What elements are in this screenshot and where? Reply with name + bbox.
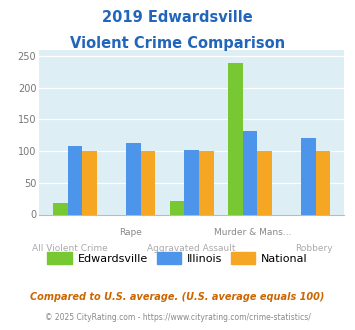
Text: All Violent Crime: All Violent Crime xyxy=(32,244,108,253)
Text: Robbery: Robbery xyxy=(295,244,333,253)
Bar xyxy=(199,151,214,214)
Text: Murder & Mans...: Murder & Mans... xyxy=(214,228,291,237)
Bar xyxy=(301,138,316,214)
Text: Aggravated Assault: Aggravated Assault xyxy=(147,244,236,253)
Bar xyxy=(141,151,155,214)
Bar xyxy=(170,201,184,214)
Text: Violent Crime Comparison: Violent Crime Comparison xyxy=(70,36,285,51)
Bar xyxy=(257,151,272,214)
Bar xyxy=(184,150,199,214)
Text: Rape: Rape xyxy=(119,228,142,237)
Bar xyxy=(53,203,67,214)
Bar xyxy=(82,151,97,214)
Bar xyxy=(243,131,257,214)
Bar xyxy=(228,63,243,214)
Legend: Edwardsville, Illinois, National: Edwardsville, Illinois, National xyxy=(43,248,312,268)
Bar xyxy=(316,151,331,214)
Text: Compared to U.S. average. (U.S. average equals 100): Compared to U.S. average. (U.S. average … xyxy=(30,292,325,302)
Text: © 2025 CityRating.com - https://www.cityrating.com/crime-statistics/: © 2025 CityRating.com - https://www.city… xyxy=(45,313,310,322)
Bar xyxy=(126,143,141,214)
Text: 2019 Edwardsville: 2019 Edwardsville xyxy=(102,10,253,25)
Bar xyxy=(67,146,82,214)
